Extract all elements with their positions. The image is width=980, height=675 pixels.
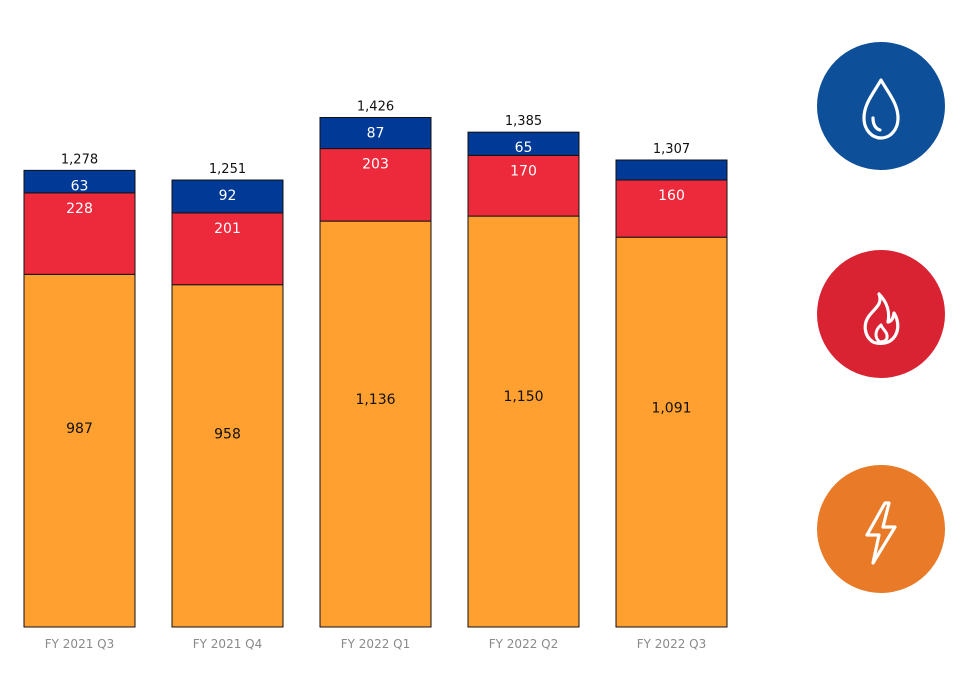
- category-label: FY 2021 Q3: [45, 637, 114, 651]
- lightning-bolt-icon: [817, 465, 945, 593]
- water-drop-icon: [817, 42, 945, 170]
- total-label: 1,251: [209, 162, 246, 177]
- value-label: 170: [510, 163, 537, 179]
- value-label: 228: [66, 201, 93, 217]
- category-label: FY 2022 Q3: [637, 637, 706, 651]
- bar-segment: [171, 179, 284, 214]
- flame-icon: [817, 250, 945, 378]
- bar-segment: [23, 192, 136, 275]
- value-label: 1,150: [503, 389, 543, 405]
- value-label: 201: [214, 221, 241, 237]
- value-label: 203: [362, 157, 389, 173]
- total-label: 1,385: [505, 114, 542, 129]
- total-label: 1,278: [61, 152, 98, 167]
- value-label: 160: [658, 188, 685, 204]
- total-label: 1,307: [653, 142, 690, 157]
- total-label: 1,426: [357, 99, 394, 114]
- bar-segment: [615, 236, 728, 628]
- bar-segment: [319, 148, 432, 222]
- category-label: FY 2022 Q1: [341, 637, 410, 651]
- value-label: 987: [66, 421, 93, 437]
- category-label: FY 2022 Q2: [489, 637, 558, 651]
- value-label: 65: [515, 140, 533, 156]
- value-label: 92: [219, 188, 237, 204]
- value-label: 1,091: [651, 401, 691, 417]
- bar-segment: [467, 154, 580, 217]
- value-label: 87: [367, 125, 385, 141]
- bar-segment: [615, 159, 728, 181]
- bar-segment: [615, 179, 728, 238]
- bar-segment: [171, 284, 284, 628]
- bar-segment: [23, 169, 136, 194]
- bar-segment: [319, 116, 432, 150]
- value-label: 1,136: [355, 392, 395, 408]
- bar-segment: [467, 215, 580, 628]
- value-label: 63: [71, 178, 89, 194]
- category-label: FY 2021 Q4: [193, 637, 262, 651]
- bar-segment: [319, 220, 432, 628]
- value-label: 958: [214, 427, 241, 443]
- bar-segment: [467, 131, 580, 156]
- stacked-bar-chart: 987 228 63 1,278 FY 2021 Q3 958 201 92 1,251 FY 2…: [23, 99, 728, 651]
- bar-segment: [23, 273, 136, 628]
